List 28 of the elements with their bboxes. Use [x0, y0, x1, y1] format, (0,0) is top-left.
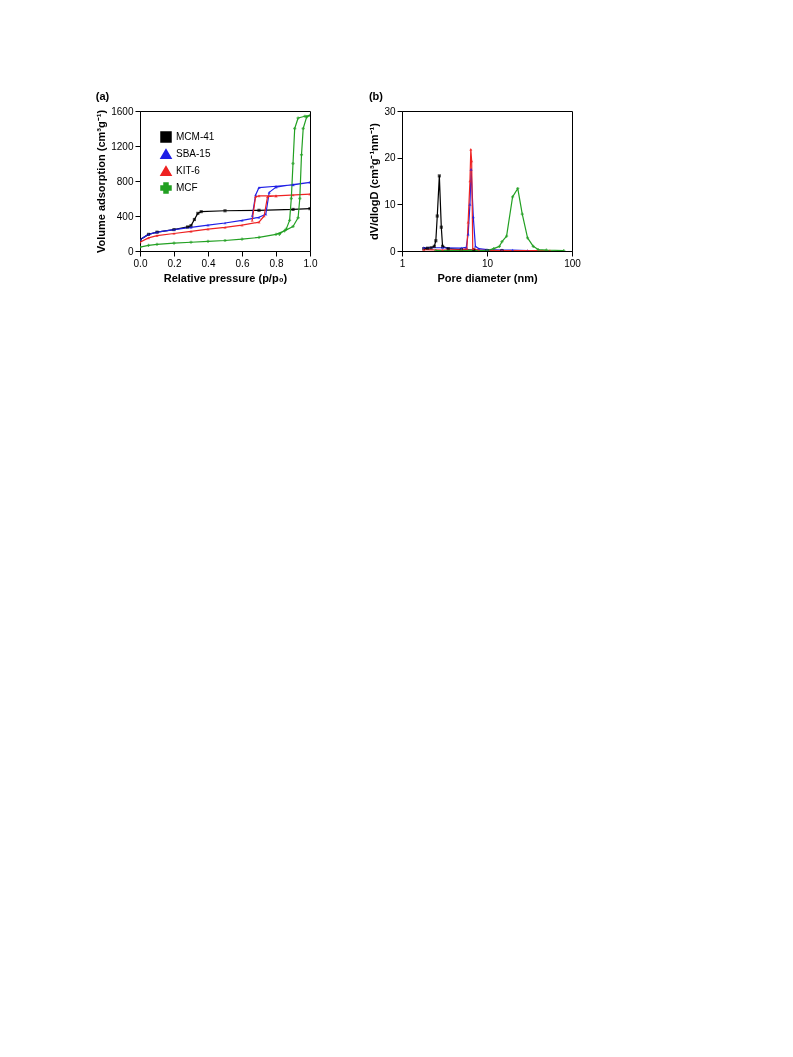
- x-tick-label: 1: [399, 257, 406, 269]
- x-axis-title: Relative pressure (p/p₀): [163, 271, 288, 284]
- y-tick-label: 0: [127, 245, 134, 257]
- y-tick-label: 10: [384, 198, 396, 210]
- y-tick-label: 400: [116, 210, 134, 222]
- y-tick-label: 0: [389, 245, 396, 257]
- x-tick-label: 0.2: [167, 257, 182, 269]
- x-tick-label: 0.4: [201, 257, 216, 269]
- x-axis-title: Pore diameter (nm): [437, 271, 538, 284]
- x-tick-label: 0.6: [235, 257, 250, 269]
- legend-label: MCF: [176, 182, 198, 193]
- legend-label: MCM-41: [176, 131, 215, 142]
- x-tick-label: 0.0: [133, 257, 148, 269]
- chart-title: (a): [95, 90, 110, 102]
- y-tick-label: 30: [384, 105, 396, 117]
- legend-label: KIT-6: [176, 165, 201, 176]
- chart-title: (b): [368, 90, 384, 102]
- x-tick-label: 0.8: [269, 257, 284, 269]
- y-tick-label: 800: [116, 175, 134, 187]
- y-tick-label: 1200: [111, 140, 134, 152]
- x-tick-label: 10: [481, 257, 494, 269]
- x-tick-label: 100: [564, 257, 582, 269]
- legend-label: SBA-15: [176, 148, 211, 159]
- x-tick-label: 1.0: [303, 257, 318, 269]
- y-axis-title: Volume adsorption (cm³g⁻¹): [95, 109, 108, 254]
- y-axis-title: dV/dlogD (cm³g⁻¹nm⁻¹): [368, 122, 381, 240]
- y-tick-label: 20: [384, 152, 396, 164]
- y-tick-label: 1600: [111, 105, 134, 117]
